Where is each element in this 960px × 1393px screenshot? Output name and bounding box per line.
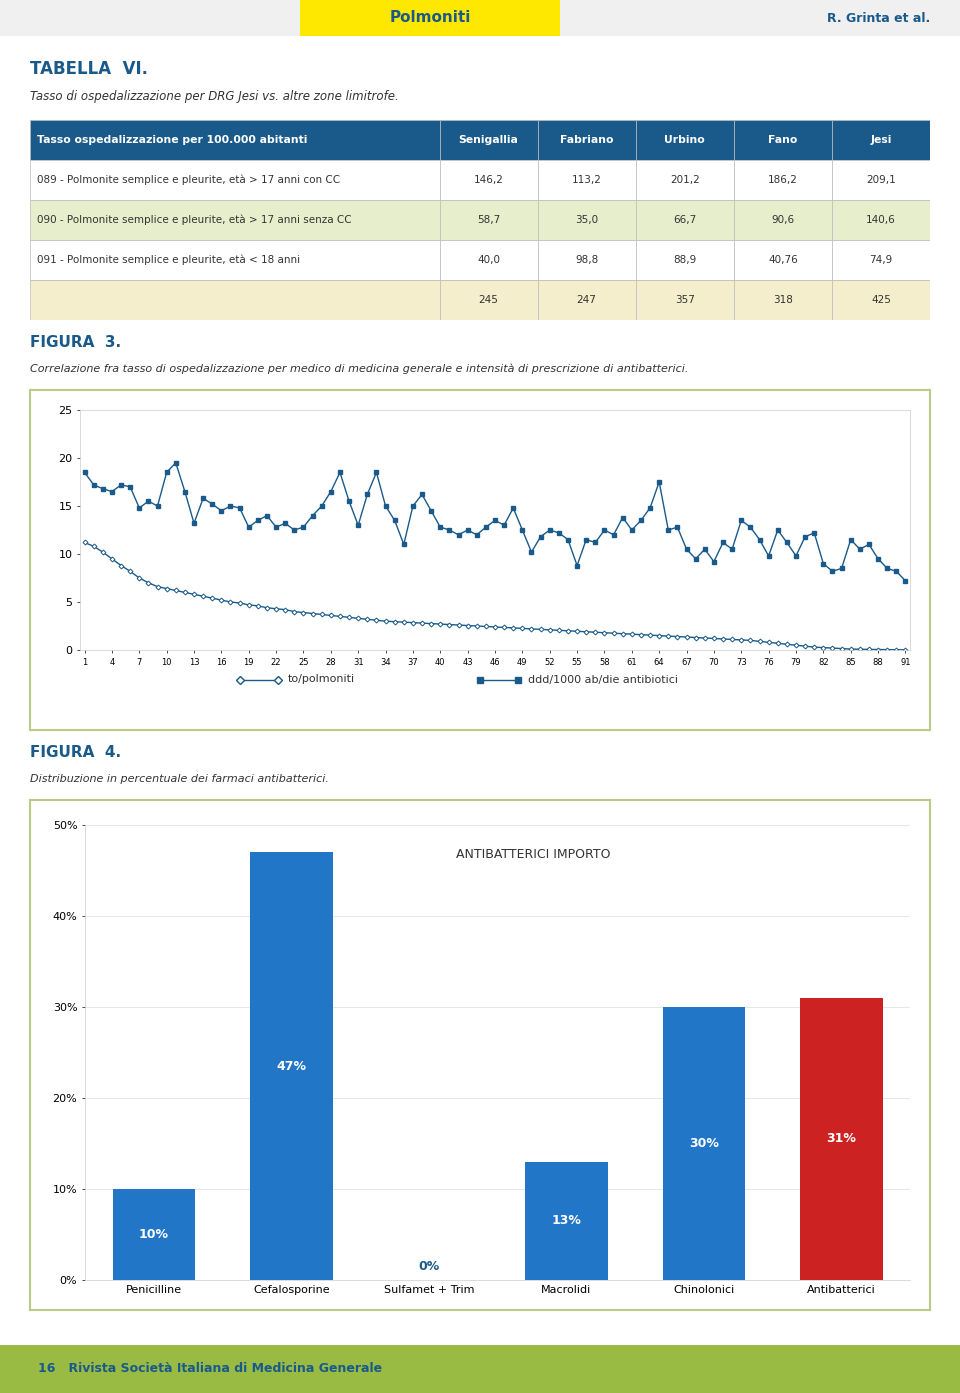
- Text: 247: 247: [577, 295, 596, 305]
- Bar: [30, 160, 440, 201]
- Text: 186,2: 186,2: [768, 176, 798, 185]
- Text: Jesi: Jesi: [871, 135, 892, 145]
- Bar: [636, 201, 733, 240]
- Bar: [112, 1190, 195, 1280]
- Text: 88,9: 88,9: [673, 255, 696, 265]
- Bar: [440, 201, 538, 240]
- Bar: [538, 280, 636, 320]
- Text: 58,7: 58,7: [477, 215, 500, 226]
- Bar: [538, 201, 636, 240]
- Bar: [832, 201, 930, 240]
- Text: 10%: 10%: [139, 1229, 169, 1241]
- Bar: [30, 240, 440, 280]
- Bar: [300, 0, 560, 36]
- Text: 0%: 0%: [419, 1259, 440, 1273]
- Text: ANTIBATTERICI IMPORTO: ANTIBATTERICI IMPORTO: [456, 848, 611, 861]
- Bar: [440, 160, 538, 201]
- Bar: [733, 160, 832, 201]
- Text: R. Grinta et al.: R. Grinta et al.: [827, 11, 930, 25]
- Bar: [636, 120, 733, 160]
- Text: Correlazione fra tasso di ospedalizzazione per medico di medicina generale e int: Correlazione fra tasso di ospedalizzazio…: [30, 364, 688, 375]
- Text: 113,2: 113,2: [572, 176, 602, 185]
- Text: 31%: 31%: [827, 1133, 856, 1145]
- Text: Tasso ospedalizzazione per 100.000 abitanti: Tasso ospedalizzazione per 100.000 abita…: [37, 135, 307, 145]
- Bar: [636, 240, 733, 280]
- Text: Fano: Fano: [768, 135, 798, 145]
- Bar: [440, 280, 538, 320]
- Bar: [733, 120, 832, 160]
- Text: ddd/1000 ab/die antibiotici: ddd/1000 ab/die antibiotici: [528, 674, 678, 684]
- Text: 40,76: 40,76: [768, 255, 798, 265]
- Text: 140,6: 140,6: [866, 215, 896, 226]
- Text: FIGURA  3.: FIGURA 3.: [30, 334, 121, 350]
- Bar: [832, 240, 930, 280]
- Bar: [832, 120, 930, 160]
- Text: Tasso di ospedalizzazione per DRG Jesi vs. altre zone limitrofe.: Tasso di ospedalizzazione per DRG Jesi v…: [30, 91, 398, 103]
- Text: 13%: 13%: [551, 1215, 581, 1227]
- Text: 74,9: 74,9: [870, 255, 893, 265]
- Bar: [636, 280, 733, 320]
- Text: Distribuzione in percentuale dei farmaci antibatterici.: Distribuzione in percentuale dei farmaci…: [30, 775, 329, 784]
- Text: 98,8: 98,8: [575, 255, 598, 265]
- Bar: [832, 160, 930, 201]
- Text: 66,7: 66,7: [673, 215, 696, 226]
- Bar: [440, 120, 538, 160]
- Bar: [538, 120, 636, 160]
- Bar: [440, 240, 538, 280]
- Text: 35,0: 35,0: [575, 215, 598, 226]
- Text: 30%: 30%: [689, 1137, 719, 1151]
- Text: 245: 245: [479, 295, 498, 305]
- Text: TABELLA  VI.: TABELLA VI.: [30, 60, 148, 78]
- Bar: [538, 160, 636, 201]
- Text: 425: 425: [871, 295, 891, 305]
- Bar: [733, 280, 832, 320]
- Text: Senigallia: Senigallia: [459, 135, 518, 145]
- Text: 40,0: 40,0: [477, 255, 500, 265]
- Text: Fabriano: Fabriano: [560, 135, 613, 145]
- Text: Polmoniti: Polmoniti: [390, 11, 470, 25]
- Text: 318: 318: [773, 295, 793, 305]
- Text: 201,2: 201,2: [670, 176, 700, 185]
- Text: 90,6: 90,6: [771, 215, 795, 226]
- Bar: [30, 280, 440, 320]
- Bar: [525, 1162, 608, 1280]
- Bar: [733, 201, 832, 240]
- Text: to/polmoniti: to/polmoniti: [288, 674, 355, 684]
- Text: 357: 357: [675, 295, 695, 305]
- Bar: [250, 853, 332, 1280]
- Bar: [30, 201, 440, 240]
- Bar: [636, 160, 733, 201]
- Text: 209,1: 209,1: [866, 176, 896, 185]
- Text: 16   Rivista Società Italiana di Medicina Generale: 16 Rivista Società Italiana di Medicina …: [38, 1362, 382, 1375]
- Bar: [538, 240, 636, 280]
- Text: FIGURA  4.: FIGURA 4.: [30, 745, 121, 761]
- Bar: [832, 280, 930, 320]
- Bar: [733, 240, 832, 280]
- Text: 47%: 47%: [276, 1060, 306, 1073]
- Text: 090 - Polmonite semplice e pleurite, età > 17 anni senza CC: 090 - Polmonite semplice e pleurite, età…: [37, 215, 351, 226]
- Text: 146,2: 146,2: [473, 176, 503, 185]
- Bar: [662, 1007, 745, 1280]
- Text: Urbino: Urbino: [664, 135, 706, 145]
- Bar: [800, 997, 882, 1280]
- Bar: [30, 120, 440, 160]
- Text: 091 - Polmonite semplice e pleurite, età < 18 anni: 091 - Polmonite semplice e pleurite, età…: [37, 255, 300, 265]
- Text: 089 - Polmonite semplice e pleurite, età > 17 anni con CC: 089 - Polmonite semplice e pleurite, età…: [37, 174, 341, 185]
